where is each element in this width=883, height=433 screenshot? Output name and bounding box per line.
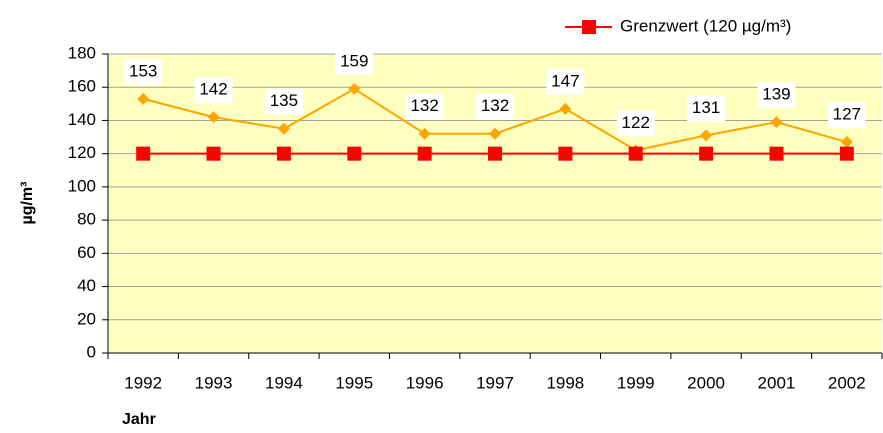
- y-tick-label: 40: [77, 276, 96, 295]
- marker: [700, 129, 713, 142]
- y-tick-label: 20: [77, 309, 96, 328]
- x-axis-label: Jahr: [122, 411, 156, 428]
- x-tick-label: 1994: [265, 373, 303, 392]
- marker: [348, 82, 361, 95]
- marker: [207, 111, 220, 124]
- marker: [417, 146, 432, 161]
- marker: [628, 146, 643, 161]
- data-label-box: [546, 68, 585, 95]
- marker: [489, 127, 501, 140]
- marker: [840, 136, 853, 149]
- data-label-box: [827, 102, 866, 129]
- marker: [558, 146, 573, 161]
- x-tick-label: 2000: [687, 373, 725, 392]
- x-tick-label: 1996: [406, 373, 444, 392]
- legend-label: Grenzwert (120 µg/m³): [620, 16, 791, 35]
- marker: [277, 122, 290, 135]
- x-tick-label: 2001: [758, 373, 796, 392]
- y-tick-label: 80: [77, 210, 96, 229]
- data-label: 132: [481, 96, 509, 115]
- x-tick-label: 1992: [124, 373, 162, 392]
- data-label: 142: [199, 80, 227, 99]
- x-tick-label: 1997: [476, 373, 514, 392]
- data-label-box: [194, 77, 233, 104]
- data-label-box: [616, 110, 655, 137]
- y-tick-label: 160: [68, 77, 96, 96]
- data-label: 135: [270, 91, 298, 110]
- data-label: 127: [833, 105, 861, 124]
- y-tick-label: 0: [87, 342, 96, 361]
- y-tick-label: 120: [68, 143, 96, 162]
- y-tick-label: 140: [68, 110, 96, 129]
- x-tick-label: 2002: [828, 373, 866, 392]
- marker: [770, 116, 783, 129]
- x-tick-label: 1999: [617, 373, 655, 392]
- data-label-box: [687, 95, 726, 122]
- marker: [418, 127, 431, 140]
- x-tick-label: 1993: [195, 373, 233, 392]
- x-tick-label: 1998: [546, 373, 584, 392]
- data-label: 153: [129, 61, 157, 80]
- y-tick-label: 180: [68, 43, 96, 62]
- legend-marker: [582, 20, 596, 34]
- data-label: 131: [692, 98, 720, 117]
- data-label: 139: [762, 85, 790, 104]
- y-tick-label: 60: [77, 243, 96, 262]
- marker: [206, 146, 221, 161]
- data-label-box: [335, 48, 374, 75]
- data-label-box: [264, 88, 303, 115]
- marker: [839, 146, 854, 161]
- marker: [769, 146, 784, 161]
- data-label: 132: [410, 96, 438, 115]
- marker: [276, 146, 291, 161]
- marker: [559, 102, 572, 115]
- data-label-box: [405, 93, 444, 120]
- data-label: 147: [551, 71, 579, 90]
- marker: [137, 92, 150, 105]
- marker: [347, 146, 362, 161]
- x-tick-label: 1995: [335, 373, 373, 392]
- y-tick-label: 100: [68, 176, 96, 195]
- y-axis-label: µg/m³: [19, 182, 36, 225]
- data-label-box: [124, 58, 163, 85]
- marker: [136, 146, 151, 161]
- data-label-box: [757, 82, 796, 109]
- data-label: 159: [340, 51, 368, 70]
- marker: [699, 146, 714, 161]
- data-label-box: [476, 93, 514, 120]
- marker: [488, 146, 502, 161]
- data-label: 122: [622, 113, 650, 132]
